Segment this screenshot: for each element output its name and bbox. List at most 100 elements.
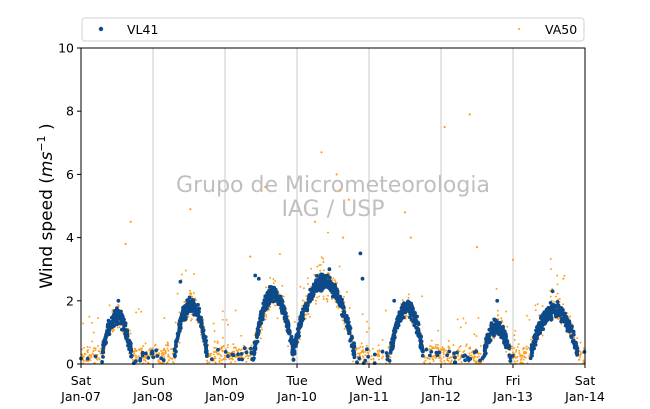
vl41-point: [256, 276, 261, 281]
va50-point: [166, 347, 169, 350]
vl41-point: [424, 347, 429, 352]
va50-point: [220, 346, 223, 348]
va50-point: [338, 265, 341, 268]
vl41-point: [492, 326, 497, 330]
vl41-point: [191, 300, 196, 305]
va50-point: [134, 348, 137, 351]
vl41-point: [508, 359, 513, 363]
va50-point: [378, 350, 381, 353]
vl41-point: [240, 357, 244, 362]
va50-point: [92, 331, 95, 334]
va50-point: [240, 334, 243, 337]
va50-point: [281, 284, 284, 287]
vl41-point: [172, 353, 177, 357]
va50-point: [220, 355, 223, 358]
va50-point: [191, 295, 194, 298]
va50-point: [407, 296, 410, 299]
va50-point: [244, 355, 247, 358]
va50-point: [91, 352, 94, 355]
va50-point: [334, 280, 337, 283]
va50-point: [301, 299, 304, 302]
vl41-point: [172, 347, 177, 352]
vl41-point: [342, 309, 346, 314]
vl41-point: [565, 329, 570, 333]
va50-point: [468, 352, 471, 355]
va50-point: [520, 354, 523, 357]
va50-point: [428, 348, 431, 351]
y-tick-label: 4: [66, 230, 74, 245]
x-tick-date: Jan-13: [492, 389, 533, 404]
vl41-point: [452, 355, 457, 360]
va50-point: [437, 329, 440, 332]
va50-point: [458, 350, 461, 353]
vl41-point: [183, 317, 188, 321]
va50-point: [511, 351, 514, 354]
va50-point: [362, 350, 364, 353]
va50-point: [192, 292, 195, 294]
va50-point: [160, 352, 163, 355]
vl41-point: [124, 330, 129, 335]
va50-point: [238, 348, 240, 351]
va50-point: [518, 352, 521, 355]
vl41-point: [556, 303, 561, 307]
va50-point: [98, 358, 101, 361]
vl41-point: [242, 346, 247, 351]
va50-point: [206, 359, 208, 362]
vl41-point: [268, 296, 273, 301]
va50-point: [162, 352, 165, 355]
va50-point: [443, 348, 446, 350]
va50-point: [216, 353, 219, 356]
vl41-point: [177, 328, 182, 333]
va50-point: [473, 359, 476, 362]
va50-point: [441, 346, 444, 349]
vl41-point: [186, 298, 190, 302]
vl41-point: [445, 353, 449, 358]
va50-point: [497, 318, 500, 321]
va50-point: [162, 353, 165, 356]
vl41-point: [178, 319, 183, 324]
x-tick-date: Jan-08: [132, 389, 173, 404]
vl41-point: [300, 312, 305, 316]
vl41-point: [294, 333, 299, 337]
vl41-point: [302, 304, 307, 308]
va50-point: [526, 348, 528, 351]
vl41-point: [282, 309, 287, 314]
va50-point: [268, 308, 271, 311]
vl41-point: [292, 352, 297, 356]
va50-point: [265, 315, 268, 318]
va50-point: [520, 356, 523, 359]
vl41-point: [122, 317, 126, 322]
va50-point: [549, 295, 552, 298]
x-tick-date: Jan-14: [564, 389, 605, 404]
y-axis-label: Wind speed (ms−1 ): [35, 123, 57, 288]
va50-point: [209, 355, 212, 357]
vl41-point: [256, 324, 261, 329]
va50-point: [337, 307, 340, 310]
va50-point: [319, 269, 322, 272]
va50-point: [475, 361, 478, 364]
va50-point: [213, 353, 215, 356]
vl41-point: [358, 251, 363, 256]
vl41-point: [223, 350, 228, 354]
va50-point: [305, 313, 308, 316]
va50-point: [222, 358, 225, 360]
va50-point: [361, 346, 364, 349]
va50-point: [440, 357, 443, 360]
vl41-point: [174, 340, 178, 345]
va50-point: [364, 350, 366, 353]
vl41-point: [307, 293, 312, 298]
vl41-point: [102, 339, 107, 344]
va50-point: [506, 325, 509, 328]
va50-point: [457, 354, 460, 357]
vl41-point: [178, 322, 183, 326]
vl41-point: [428, 353, 432, 358]
va50-point: [333, 279, 336, 282]
va50-point: [376, 355, 379, 358]
va50-point: [234, 346, 237, 349]
vl41-point: [535, 329, 539, 333]
va50-point: [88, 346, 91, 349]
va50-point: [409, 236, 412, 239]
va50-point: [495, 287, 498, 290]
va50-point: [264, 318, 267, 321]
vl41-point: [414, 320, 419, 325]
